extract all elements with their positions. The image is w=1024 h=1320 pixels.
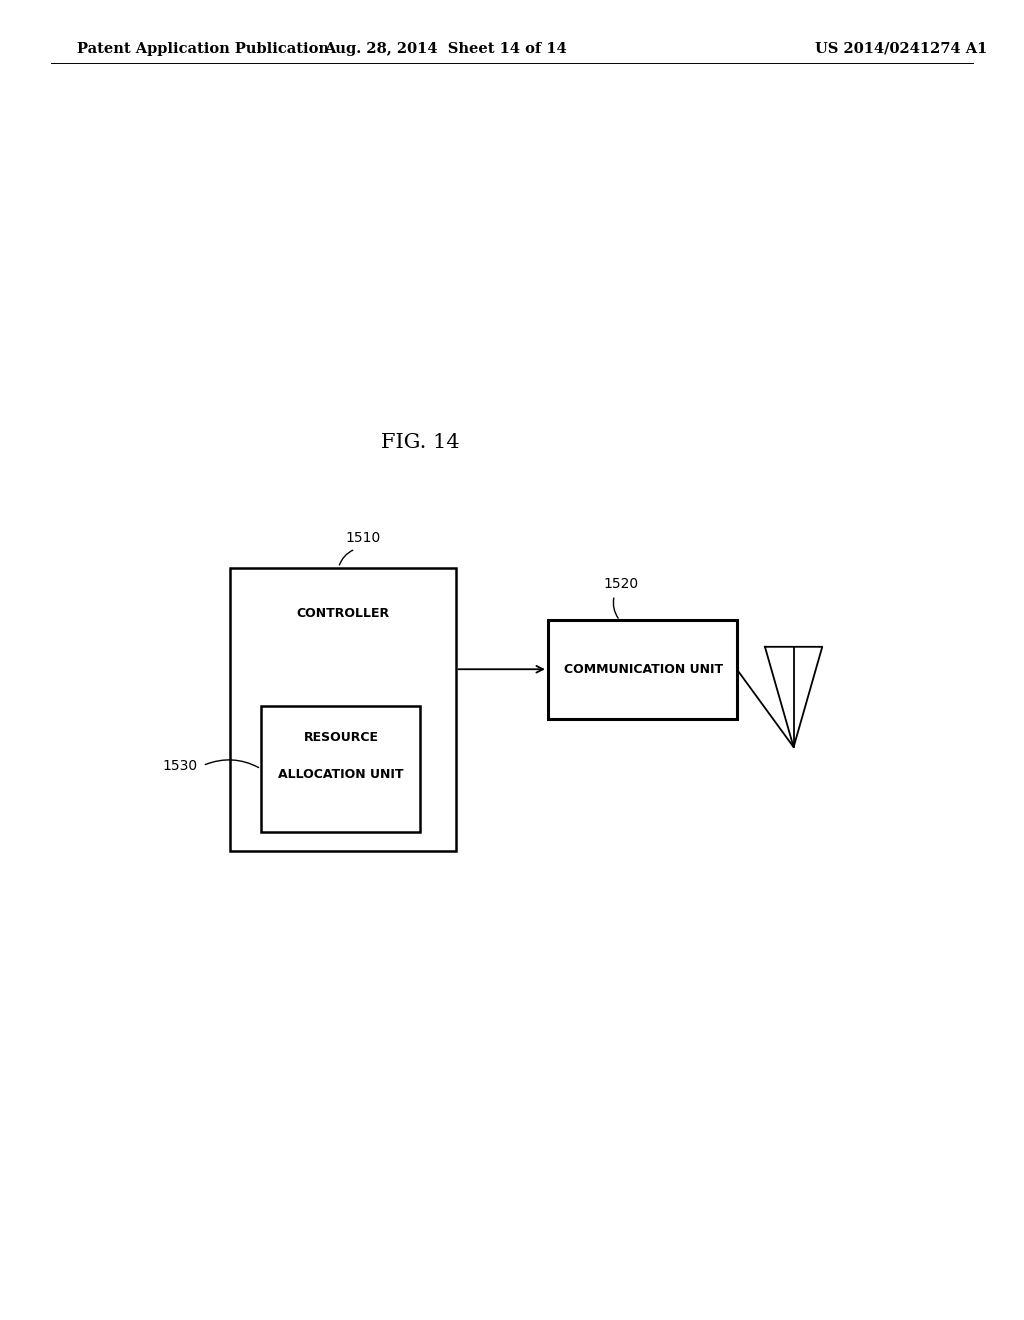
Text: FIG. 14: FIG. 14	[381, 433, 459, 451]
Text: Patent Application Publication: Patent Application Publication	[77, 42, 329, 55]
Bar	[261, 706, 420, 832]
Text: ALLOCATION UNIT: ALLOCATION UNIT	[279, 768, 403, 781]
Text: 1520: 1520	[603, 577, 638, 591]
Bar	[230, 568, 456, 851]
Bar	[548, 620, 737, 719]
Text: 1510: 1510	[346, 531, 381, 545]
Text: RESOURCE: RESOURCE	[303, 731, 379, 744]
Text: COMMUNICATION UNIT: COMMUNICATION UNIT	[563, 663, 723, 676]
Text: US 2014/0241274 A1: US 2014/0241274 A1	[815, 42, 987, 55]
Text: CONTROLLER: CONTROLLER	[297, 607, 389, 620]
Text: Aug. 28, 2014  Sheet 14 of 14: Aug. 28, 2014 Sheet 14 of 14	[324, 42, 567, 55]
Text: 1530: 1530	[163, 759, 198, 772]
